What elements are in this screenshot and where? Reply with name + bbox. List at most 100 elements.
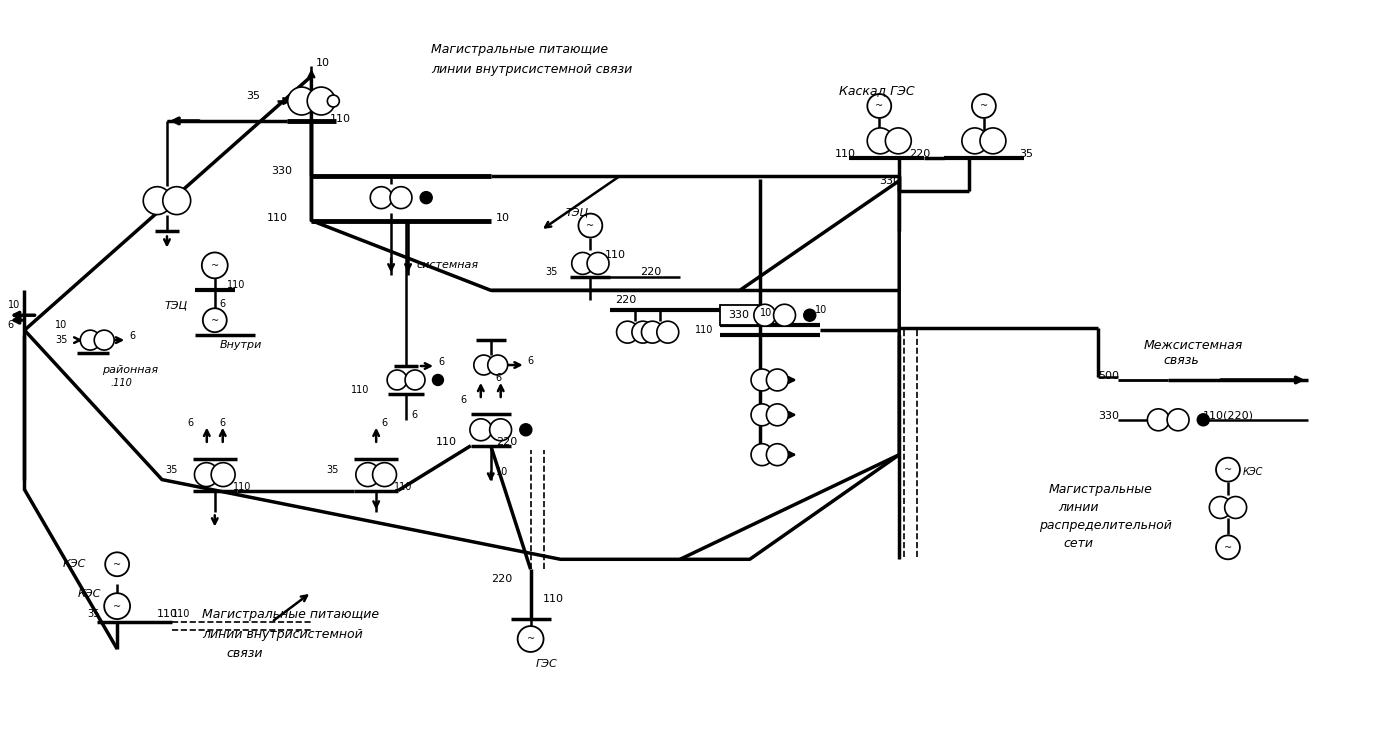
Text: 110: 110: [233, 481, 250, 492]
Text: ТЭЦ: ТЭЦ: [165, 301, 189, 310]
Circle shape: [962, 128, 988, 154]
Text: 6: 6: [129, 331, 135, 341]
Circle shape: [766, 443, 788, 466]
Circle shape: [1225, 496, 1247, 519]
Text: 220: 220: [640, 267, 662, 278]
Circle shape: [490, 419, 512, 440]
Circle shape: [885, 128, 911, 154]
Text: системная: системная: [416, 260, 477, 270]
Text: 220: 220: [615, 295, 637, 305]
Circle shape: [751, 369, 773, 391]
Circle shape: [288, 87, 315, 115]
Text: 35: 35: [87, 609, 99, 619]
Text: 6: 6: [411, 410, 417, 420]
Text: 110: 110: [351, 385, 370, 395]
Text: Магистральные питающие: Магистральные питающие: [431, 42, 608, 56]
Text: 110: 110: [227, 280, 245, 290]
Circle shape: [754, 304, 776, 326]
Circle shape: [520, 424, 533, 436]
Text: линии: линии: [1058, 501, 1099, 514]
Text: 220: 220: [495, 437, 517, 446]
Circle shape: [980, 128, 1006, 154]
Text: ТЭЦ: ТЭЦ: [566, 208, 589, 217]
Text: 110: 110: [394, 481, 413, 492]
Text: 6: 6: [461, 395, 466, 405]
Text: ~: ~: [113, 602, 121, 611]
Text: ~: ~: [1223, 543, 1232, 552]
FancyBboxPatch shape: [720, 305, 758, 325]
Circle shape: [202, 252, 227, 278]
Text: 6: 6: [220, 418, 226, 428]
Circle shape: [1197, 414, 1210, 426]
Text: КЭС: КЭС: [62, 559, 85, 569]
Circle shape: [105, 593, 131, 619]
Circle shape: [420, 192, 432, 204]
Text: ~: ~: [875, 101, 883, 111]
Circle shape: [572, 252, 593, 275]
Text: ~: ~: [980, 101, 988, 111]
Circle shape: [804, 310, 816, 321]
Text: 110: 110: [436, 437, 457, 446]
Text: ГЭС: ГЭС: [535, 659, 557, 669]
Circle shape: [471, 419, 491, 440]
Circle shape: [867, 94, 892, 118]
Circle shape: [766, 404, 788, 426]
Text: 10: 10: [760, 308, 772, 318]
Text: 6: 6: [220, 299, 226, 310]
Circle shape: [971, 94, 996, 118]
Text: 10: 10: [7, 301, 19, 310]
Text: КЭС: КЭС: [77, 589, 100, 599]
Circle shape: [766, 369, 788, 391]
Text: 6: 6: [438, 357, 444, 367]
Text: 6: 6: [187, 418, 193, 428]
Circle shape: [487, 355, 508, 375]
Circle shape: [105, 552, 129, 577]
Circle shape: [211, 463, 235, 487]
Circle shape: [1148, 409, 1170, 431]
Circle shape: [143, 187, 171, 214]
Circle shape: [356, 463, 380, 487]
Text: 330: 330: [271, 166, 293, 176]
Text: 330: 330: [1098, 411, 1120, 421]
Text: 110: 110: [542, 594, 564, 604]
Text: 110: 110: [329, 114, 351, 124]
Text: 110(220): 110(220): [1203, 411, 1254, 421]
Text: ~: ~: [586, 221, 594, 230]
Circle shape: [641, 321, 663, 343]
Text: 35: 35: [545, 267, 557, 278]
Text: распределительной: распределительной: [1039, 519, 1171, 532]
Circle shape: [307, 87, 336, 115]
Circle shape: [1216, 458, 1240, 481]
Text: 10: 10: [495, 213, 509, 222]
Text: связи: связи: [227, 647, 263, 661]
Circle shape: [194, 463, 219, 487]
Text: 330: 330: [879, 176, 900, 186]
Text: ~: ~: [113, 559, 121, 568]
Text: 10: 10: [495, 466, 508, 477]
Text: ~: ~: [527, 635, 535, 644]
Text: 110: 110: [695, 325, 713, 335]
Circle shape: [751, 443, 773, 466]
Circle shape: [162, 187, 191, 214]
Circle shape: [773, 304, 795, 326]
Text: 110: 110: [157, 609, 178, 619]
Text: 6: 6: [381, 418, 387, 428]
Text: районная: районная: [102, 365, 158, 375]
Text: 6: 6: [7, 320, 14, 330]
Text: 220: 220: [491, 574, 512, 584]
Text: 500: 500: [1098, 371, 1120, 381]
Circle shape: [578, 214, 603, 237]
Circle shape: [867, 128, 893, 154]
Text: Каскад ГЭС: Каскад ГЭС: [839, 85, 915, 97]
Circle shape: [432, 374, 443, 385]
Text: 220: 220: [910, 149, 930, 158]
Text: Магистральные питающие: Магистральные питающие: [202, 608, 378, 620]
Text: ~: ~: [1223, 465, 1232, 474]
Text: 6: 6: [527, 356, 534, 366]
Circle shape: [517, 626, 544, 652]
Text: .110: .110: [110, 378, 132, 388]
Circle shape: [1167, 409, 1189, 431]
Circle shape: [327, 95, 340, 107]
Circle shape: [751, 404, 773, 426]
Text: 110: 110: [605, 251, 626, 260]
